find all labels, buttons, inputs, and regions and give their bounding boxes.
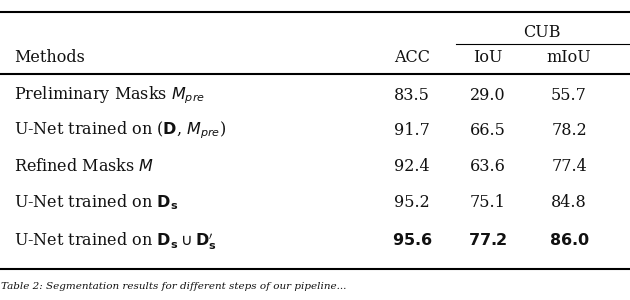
Text: Preliminary Masks $M_{pre}$: Preliminary Masks $M_{pre}$ [14, 84, 205, 106]
Text: ACC: ACC [394, 50, 430, 66]
Text: 83.5: 83.5 [394, 86, 430, 103]
Text: $\mathbf{95.6}$: $\mathbf{95.6}$ [392, 232, 433, 249]
Text: 92.4: 92.4 [394, 158, 430, 175]
Text: U-Net trained on $\mathbf{D_s} \cup \mathbf{D_s^{\prime}}$: U-Net trained on $\mathbf{D_s} \cup \mat… [14, 230, 217, 252]
Text: U-Net trained on $\mathbf{D_s}$: U-Net trained on $\mathbf{D_s}$ [14, 192, 178, 212]
Text: 84.8: 84.8 [551, 194, 587, 211]
Text: 75.1: 75.1 [469, 194, 505, 211]
Text: 78.2: 78.2 [551, 122, 587, 139]
Text: 77.4: 77.4 [551, 158, 587, 175]
Text: CUB: CUB [524, 24, 561, 41]
Text: IoU: IoU [472, 50, 502, 66]
Text: Table 2: Segmentation results for different steps of our pipeline...: Table 2: Segmentation results for differ… [1, 282, 346, 291]
Text: Refined Masks $M$: Refined Masks $M$ [14, 158, 154, 175]
Text: 95.2: 95.2 [394, 194, 430, 211]
Text: 63.6: 63.6 [469, 158, 505, 175]
Text: U-Net trained on ($\mathbf{D}$, $M_{pre}$): U-Net trained on ($\mathbf{D}$, $M_{pre}… [14, 120, 226, 142]
Text: 66.5: 66.5 [469, 122, 505, 139]
Text: 29.0: 29.0 [470, 86, 505, 103]
Text: $\mathbf{86.0}$: $\mathbf{86.0}$ [549, 232, 590, 249]
Text: mIoU: mIoU [547, 50, 592, 66]
Text: 91.7: 91.7 [394, 122, 430, 139]
Text: Methods: Methods [14, 50, 85, 66]
Text: $\mathbf{77.2}$: $\mathbf{77.2}$ [467, 232, 507, 249]
Text: 55.7: 55.7 [551, 86, 587, 103]
